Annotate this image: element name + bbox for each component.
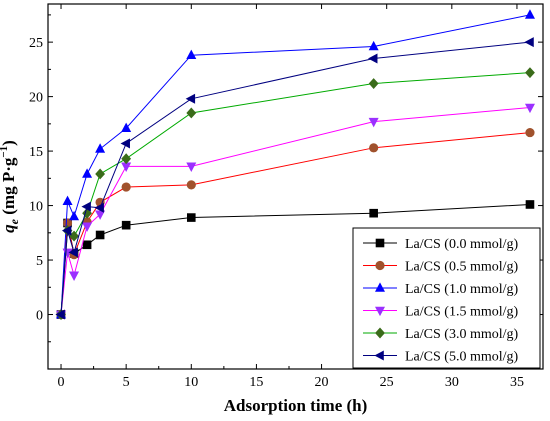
data-point [95,143,106,153]
legend-marker [375,306,385,317]
x-tick-label: 20 [315,375,329,390]
y-axis-title-units: (mg P·g [0,157,18,219]
data-point [121,153,132,165]
legend-item: La/CS (5.0 mmol/g) [363,350,519,365]
data-point [82,222,93,232]
legend-item: La/CS (1.0 mmol/g) [363,282,519,297]
legend-item: La/CS (0.0 mmol/g) [363,237,519,252]
data-point [368,40,379,51]
data-point [524,103,535,114]
data-point [69,210,80,221]
legend-marker [374,350,384,361]
data-point [62,195,73,206]
legend-item: La/CS (0.5 mmol/g) [363,260,519,275]
x-tick-label: 30 [445,375,459,390]
legend-marker [375,327,385,339]
data-point [186,162,197,172]
data-point [95,210,106,220]
y-tick-label: 15 [29,145,43,160]
x-tick-label: 35 [510,375,524,390]
data-point [369,143,379,153]
data-point [525,200,535,209]
data-point [525,67,535,79]
legend-marker [375,260,385,271]
data-point [82,168,93,178]
y-axis-title-superscript: −1 [0,146,10,158]
y-tick-label: 5 [36,254,43,269]
plot-frame [47,3,544,370]
data-point [368,53,378,64]
legend-label: La/CS (3.0 mmol/g) [405,327,519,342]
legend-label: La/CS (1.5 mmol/g) [405,305,519,320]
x-tick-label: 25 [380,375,394,390]
series-5 [55,37,534,320]
data-point [185,93,196,104]
y-tick-label: 25 [29,36,43,51]
data-point [525,127,535,138]
data-point [94,202,104,213]
data-point [121,122,132,133]
axis-ticks: 0 5 10 15 20 25 30 35 0 5 10 15 20 25 [29,4,543,390]
x-tick-label: 10 [184,375,198,390]
x-tick-label: 15 [249,375,263,390]
data-point [55,309,65,320]
y-axis-title-subscript: e [7,218,21,224]
data-point [186,107,197,119]
data-point [120,138,130,149]
x-axis-title: Adsorption time (h) [224,396,368,415]
legend-label: La/CS (0.5 mmol/g) [405,260,519,275]
legend-item: La/CS (3.0 mmol/g) [363,327,519,342]
data-point [95,230,105,240]
data-point [186,213,196,222]
data-point [186,180,196,190]
legend-label: La/CS (1.0 mmol/g) [405,282,519,297]
y-axis-title-close: ) [0,140,18,146]
y-axis-title-symbol: q [0,224,18,233]
series-layer [55,9,535,321]
legend-marker [375,238,385,248]
data-point [82,240,92,250]
legend-label: La/CS (5.0 mmol/g) [405,350,519,365]
data-point [81,201,91,212]
data-point [68,247,78,258]
data-point [186,49,197,60]
data-point [95,168,106,180]
data-point [61,225,72,236]
data-point [368,117,379,128]
x-tick-label: 0 [58,375,65,390]
legend-marker [375,282,385,292]
data-point [69,271,80,281]
y-tick-label: 20 [29,91,43,106]
legend-label: La/CS (0.0 mmol/g) [405,237,519,252]
y-tick-label: 0 [36,309,43,324]
data-point [121,220,131,230]
y-axis-title: qe (mg P·g−1) [0,140,21,233]
y-tick-label: 10 [29,200,43,215]
x-tick-label: 5 [123,375,130,390]
legend: La/CS (0.0 mmol/g) La/CS (0.5 mmol/g) La/C… [352,227,541,369]
data-point [368,78,379,89]
data-point [524,37,534,48]
data-point [121,182,131,192]
legend-item: La/CS (1.5 mmol/g) [363,305,519,320]
data-point [369,208,378,218]
legend-box [352,227,541,369]
data-point [524,9,535,19]
